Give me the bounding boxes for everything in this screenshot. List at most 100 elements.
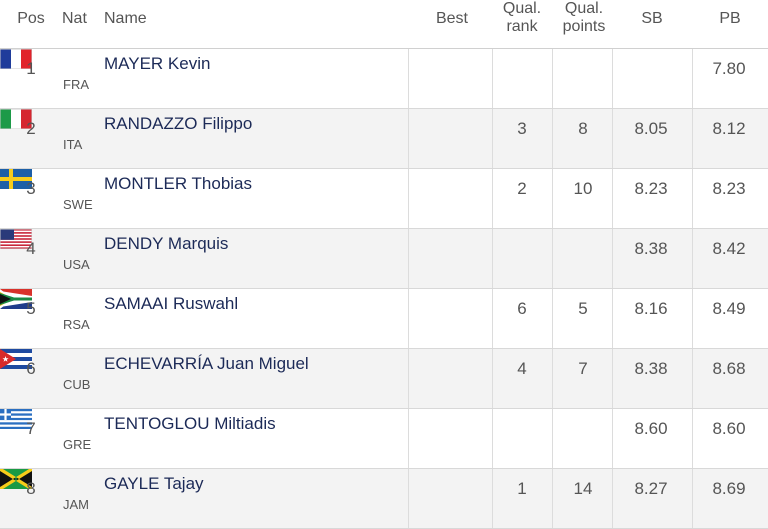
column-divider <box>408 229 409 288</box>
column-divider <box>492 49 493 108</box>
column-divider <box>552 289 553 348</box>
table-row: 8 JAM GAYLE Tajay 1 14 8.27 8.69 <box>0 469 768 529</box>
athlete-name: TENTOGLOU Miltiadis <box>104 414 276 433</box>
season-best: 8.27 <box>634 479 668 498</box>
table-row: 6 CUB ECHEVARRÍA Juan Miguel 4 7 8.38 8.68 <box>0 349 768 409</box>
athlete-name: MAYER Kevin <box>104 54 211 73</box>
column-divider <box>492 289 493 348</box>
flag <box>0 228 33 250</box>
athlete-name: ECHEVARRÍA Juan Miguel <box>104 354 309 373</box>
table-row: 3 SWE MONTLER Thobias 2 10 8.23 8.23 <box>0 169 768 229</box>
pos-header: Pos <box>17 10 45 27</box>
column-divider <box>692 169 693 228</box>
qual-points: 7 <box>578 359 588 378</box>
athlete-name: GAYLE Tajay <box>104 474 204 493</box>
country-code: SWE <box>63 197 93 212</box>
personal-best: 8.12 <box>712 119 746 138</box>
column-divider <box>692 349 693 408</box>
qual-points: 5 <box>578 299 588 318</box>
position: 4 <box>26 239 36 258</box>
column-divider <box>492 109 493 168</box>
flag <box>0 349 32 369</box>
position: 6 <box>26 359 36 378</box>
qual-rank: 3 <box>517 119 527 138</box>
column-divider <box>552 229 553 288</box>
table-row: 2 ITA RANDAZZO Filippo 3 8 8.05 8.12 <box>0 108 768 169</box>
column-divider <box>612 109 613 168</box>
column-divider <box>692 409 693 468</box>
table-row: 5 RSA SAMAAI Ruswahl 6 5 8.16 8.49 <box>0 289 768 349</box>
athlete-name: DENDY Marquis <box>104 234 229 253</box>
column-divider <box>552 169 553 228</box>
personal-best: 8.69 <box>712 479 746 498</box>
table-row: 4 USA DENDY Marquis 8.38 8.42 <box>0 228 768 289</box>
season-best: 8.05 <box>634 119 668 138</box>
country-code: ITA <box>63 137 83 152</box>
country-code: CUB <box>63 377 91 392</box>
column-divider <box>692 469 693 528</box>
personal-best: 7.80 <box>712 59 746 78</box>
column-divider <box>408 409 409 468</box>
column-divider <box>692 49 693 108</box>
column-divider <box>552 409 553 468</box>
column-divider <box>552 469 553 528</box>
flag <box>0 469 32 489</box>
personal-best: 8.42 <box>712 239 746 258</box>
column-divider <box>408 469 409 528</box>
personal-best: 8.23 <box>712 179 746 198</box>
column-divider <box>552 349 553 408</box>
position: 5 <box>26 299 36 318</box>
qual-points-header: Qual. points <box>562 0 606 35</box>
column-divider <box>408 49 409 108</box>
column-divider <box>492 229 493 288</box>
qual-rank: 4 <box>517 359 527 378</box>
position: 3 <box>26 179 36 198</box>
column-divider <box>492 409 493 468</box>
column-divider <box>692 289 693 348</box>
qual-points: 14 <box>573 479 593 498</box>
qual-rank-header: Qual. rank <box>502 0 542 35</box>
nat-header: Nat <box>62 10 87 27</box>
season-best: 8.38 <box>634 239 668 258</box>
position: 8 <box>26 479 36 498</box>
season-best: 8.16 <box>634 299 668 318</box>
column-divider <box>612 49 613 108</box>
column-divider <box>552 109 553 168</box>
pb-header: PB <box>719 10 741 27</box>
season-best: 8.60 <box>634 419 668 438</box>
country-code: USA <box>63 257 90 272</box>
column-divider <box>692 109 693 168</box>
column-divider <box>612 169 613 228</box>
personal-best: 8.60 <box>712 419 746 438</box>
position: 1 <box>26 59 36 78</box>
column-divider <box>408 289 409 348</box>
qual-rank: 2 <box>517 179 527 198</box>
column-divider <box>612 349 613 408</box>
name-header: Name <box>104 10 147 27</box>
qual-points: 8 <box>578 119 588 138</box>
athlete-name: SAMAAI Ruswahl <box>104 294 239 313</box>
column-divider <box>492 349 493 408</box>
personal-best: 8.68 <box>712 359 746 378</box>
country-code: JAM <box>63 497 89 512</box>
column-divider <box>552 49 553 108</box>
column-divider <box>612 469 613 528</box>
column-divider <box>612 289 613 348</box>
flag <box>0 289 32 309</box>
flag <box>0 409 32 429</box>
column-divider <box>408 109 409 168</box>
table-header: Pos Nat Name Best Qual. rank Qual. points SB PB <box>0 0 768 49</box>
country-code: FRA <box>63 77 89 92</box>
country-code: RSA <box>63 317 90 332</box>
column-divider <box>612 409 613 468</box>
season-best: 8.23 <box>634 179 668 198</box>
column-divider <box>492 469 493 528</box>
country-code: GRE <box>63 437 92 452</box>
table-row: 7 GRE TENTOGLOU Miltiadis 8.60 8.60 <box>0 409 768 469</box>
personal-best: 8.49 <box>712 299 746 318</box>
column-divider <box>408 349 409 408</box>
flag <box>0 169 32 189</box>
table-row: 1 FRA MAYER Kevin 7.80 <box>0 48 768 109</box>
column-divider <box>692 229 693 288</box>
